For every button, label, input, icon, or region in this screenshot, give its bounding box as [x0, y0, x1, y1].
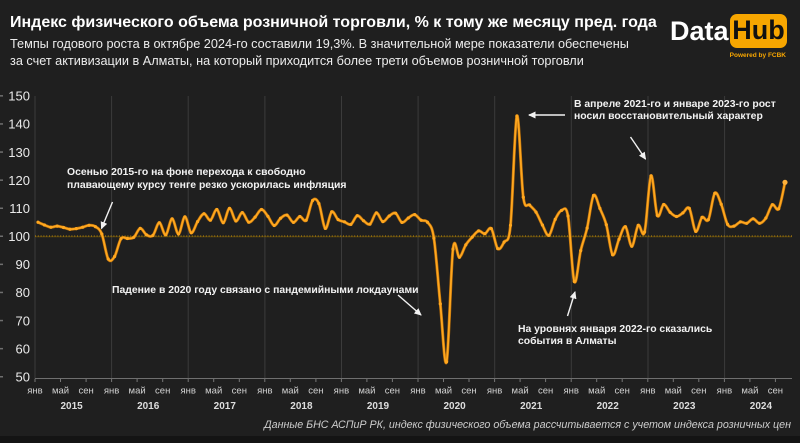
svg-text:янв: янв: [257, 386, 272, 397]
svg-text:120: 120: [8, 173, 30, 188]
svg-text:100: 100: [8, 229, 30, 244]
svg-text:май: май: [358, 386, 375, 397]
svg-text:сен: сен: [768, 386, 783, 397]
svg-text:май: май: [588, 386, 605, 397]
svg-text:янв: янв: [27, 386, 42, 397]
svg-text:80: 80: [16, 285, 30, 300]
svg-text:2017: 2017: [214, 401, 237, 412]
svg-text:янв: янв: [410, 386, 425, 397]
svg-text:сен: сен: [461, 386, 476, 397]
svg-text:янв: янв: [487, 386, 502, 397]
svg-text:2016: 2016: [137, 401, 160, 412]
svg-text:130: 130: [8, 145, 30, 160]
svg-text:май: май: [741, 386, 758, 397]
svg-text:май: май: [205, 386, 222, 397]
svg-text:2024: 2024: [750, 401, 773, 412]
svg-text:сен: сен: [78, 386, 93, 397]
svg-text:янв: янв: [717, 386, 732, 397]
svg-text:май: май: [129, 386, 146, 397]
svg-text:сен: сен: [232, 386, 247, 397]
svg-text:110: 110: [9, 201, 30, 216]
svg-text:сен: сен: [691, 386, 706, 397]
svg-text:сен: сен: [615, 386, 630, 397]
svg-text:2021: 2021: [520, 401, 543, 412]
svg-text:май: май: [435, 386, 452, 397]
svg-text:150: 150: [8, 89, 30, 104]
svg-text:сен: сен: [155, 386, 170, 397]
svg-text:май: май: [52, 386, 69, 397]
svg-text:2015: 2015: [60, 401, 83, 412]
svg-text:50: 50: [16, 370, 30, 385]
svg-text:2019: 2019: [367, 401, 390, 412]
svg-text:янв: янв: [104, 386, 119, 397]
svg-text:сен: сен: [308, 386, 323, 397]
svg-text:60: 60: [16, 341, 30, 356]
svg-text:янв: янв: [640, 386, 655, 397]
svg-text:90: 90: [16, 257, 30, 272]
svg-text:2018: 2018: [290, 401, 313, 412]
svg-text:2023: 2023: [673, 401, 696, 412]
svg-text:май: май: [512, 386, 529, 397]
svg-text:2022: 2022: [597, 401, 620, 412]
svg-text:2020: 2020: [443, 401, 466, 412]
svg-text:янв: янв: [563, 386, 578, 397]
svg-text:янв: янв: [180, 386, 195, 397]
svg-text:140: 140: [8, 117, 30, 132]
svg-text:сен: сен: [385, 386, 400, 397]
svg-text:май: май: [282, 386, 299, 397]
svg-text:70: 70: [16, 313, 30, 328]
svg-text:янв: янв: [334, 386, 349, 397]
svg-text:сен: сен: [538, 386, 553, 397]
svg-text:май: май: [665, 386, 682, 397]
